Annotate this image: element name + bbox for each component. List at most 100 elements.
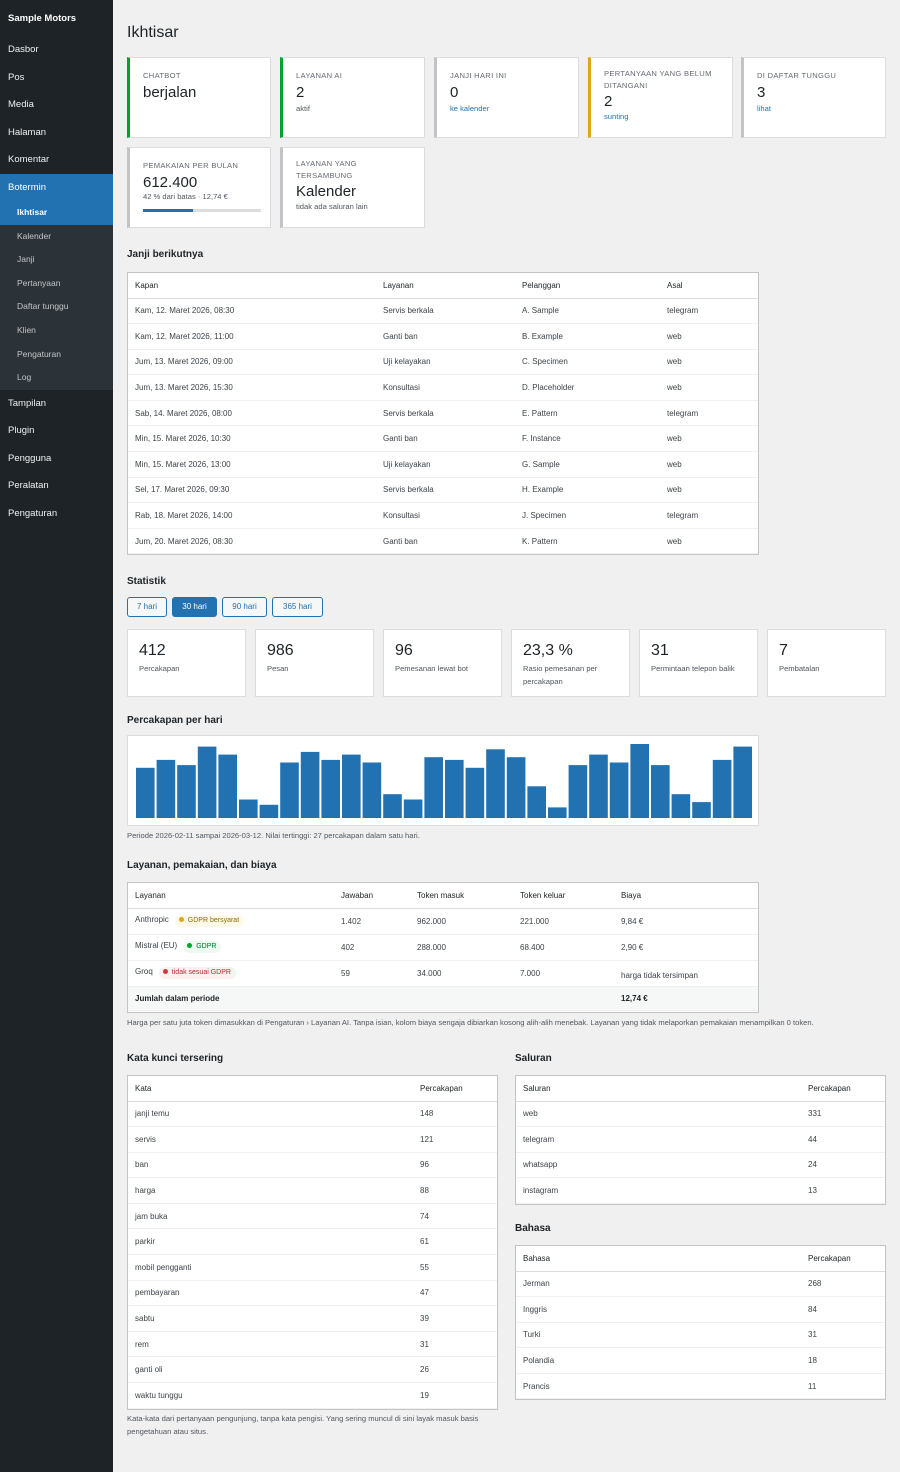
menu-item-settings[interactable]: Pengaturan bbox=[8, 507, 58, 519]
column-header: Layanan bbox=[128, 883, 334, 909]
table-row[interactable]: Sab, 14. Maret 2026, 08:00 Servis berkala… bbox=[128, 400, 758, 427]
submenu-log[interactable]: Log bbox=[17, 372, 32, 383]
menu-item-comments[interactable]: Komentar bbox=[8, 154, 50, 165]
table-row: Mistral (EU) GDPR 402 288.000 68.400 2,90 € bbox=[128, 934, 758, 961]
range-30-days-button[interactable]: 30 hari bbox=[172, 597, 217, 617]
stat-label: Permintaan telepon balik bbox=[651, 664, 735, 673]
chart-bar bbox=[156, 759, 176, 818]
table-row[interactable]: Jum, 20. Maret 2026, 08:30 Ganti ban K. Pa… bbox=[128, 528, 758, 555]
cell-origin: web bbox=[660, 323, 758, 350]
cell-when: Sel, 17. Maret 2026, 09:30 bbox=[128, 477, 376, 504]
cell-origin: web bbox=[660, 477, 758, 504]
table-row[interactable]: Min, 15. Maret 2026, 10:30 Ganti ban F. In… bbox=[128, 425, 758, 453]
chart-bar bbox=[177, 765, 196, 818]
table-row: sabtu 39 bbox=[128, 1305, 497, 1332]
submenu-waitlist[interactable]: Daftar tunggu bbox=[17, 301, 69, 312]
table-row: ban 96 bbox=[128, 1152, 497, 1179]
cell-count: 121 bbox=[413, 1126, 497, 1153]
card-ai-services: LAYANAN AI 2 aktif bbox=[280, 57, 425, 138]
cell-service: Groq tidak sesuai GDPR bbox=[128, 960, 334, 987]
menu-item-dashboard[interactable]: Dasbor bbox=[8, 44, 39, 55]
cell-service: Anthropic GDPR bersyarat bbox=[128, 908, 334, 935]
cell-tokens-in: 34.000 bbox=[410, 960, 513, 987]
edit-link[interactable]: sunting bbox=[604, 112, 629, 121]
table-row[interactable]: Min, 15. Maret 2026, 13:00 Uji kelayakan G… bbox=[128, 451, 758, 478]
stat-label: Pemesanan lewat bot bbox=[395, 664, 469, 673]
site-name[interactable]: Sample Motors bbox=[8, 13, 77, 24]
stat-label: Pesan bbox=[267, 664, 289, 673]
cell-origin: web bbox=[660, 425, 758, 453]
section-title-channels: Saluran bbox=[515, 1053, 552, 1064]
cell-service: Servis berkala bbox=[376, 477, 515, 504]
chart-bar bbox=[733, 746, 752, 818]
submenu-overview[interactable]: Ikhtisar bbox=[0, 201, 113, 225]
card-sub: tidak ada saluran lain bbox=[296, 202, 368, 211]
menu-item-media[interactable]: Media bbox=[8, 99, 34, 110]
card-label: JANJI HARI INI bbox=[450, 71, 507, 80]
submenu-clients[interactable]: Klien bbox=[17, 324, 36, 335]
chart-bar bbox=[548, 807, 567, 818]
cell-name: parkir bbox=[128, 1228, 413, 1256]
submenu-calendar[interactable]: Kalender bbox=[17, 230, 52, 241]
usage-progress-fill bbox=[143, 209, 193, 212]
cell-name: ban bbox=[128, 1152, 413, 1179]
chart-bar bbox=[321, 759, 340, 818]
range-90-days-button[interactable]: 90 hari bbox=[222, 597, 267, 617]
column-header: Pelanggan bbox=[515, 273, 660, 299]
menu-item-pages[interactable]: Halaman bbox=[8, 126, 47, 138]
cell-when: Sab, 14. Maret 2026, 08:00 bbox=[128, 400, 376, 427]
cell-count: 331 bbox=[801, 1101, 885, 1128]
cell-count: 11 bbox=[801, 1373, 885, 1400]
cell-count: 26 bbox=[413, 1356, 497, 1384]
cell-when: Kam, 12. Maret 2026, 08:30 bbox=[128, 298, 376, 325]
cell-count: 74 bbox=[413, 1203, 497, 1230]
status-dot-icon bbox=[162, 969, 168, 974]
chart-bar bbox=[712, 759, 732, 818]
submenu-appointments[interactable]: Janji bbox=[17, 254, 35, 265]
service-name: Anthropic bbox=[135, 915, 169, 924]
submenu-questions[interactable]: Pertanyaan bbox=[17, 277, 61, 288]
table-row[interactable]: Sel, 17. Maret 2026, 09:30 Servis berkala… bbox=[128, 477, 758, 504]
column-header: Token keluar bbox=[513, 883, 614, 909]
cell-name: Polandia bbox=[516, 1347, 801, 1374]
range-365-days-button[interactable]: 365 hari bbox=[272, 597, 323, 617]
stat-value: 23,3 % bbox=[523, 642, 573, 659]
menu-item-tools[interactable]: Peralatan bbox=[8, 480, 49, 492]
cell-tokens-out: 68.400 bbox=[513, 934, 614, 961]
stat-booking-rate: 23,3 % Rasio pemesanan per percakapan bbox=[511, 629, 630, 697]
column-header: Kapan bbox=[128, 273, 376, 299]
menu-item-users[interactable]: Pengguna bbox=[8, 452, 52, 464]
menu-item-botermin[interactable]: Botermin bbox=[0, 173, 113, 201]
cell-customer: E. Pattern bbox=[515, 400, 660, 427]
cell-when: Jum, 20. Maret 2026, 08:30 bbox=[128, 528, 376, 555]
cell-name: rem bbox=[128, 1331, 413, 1358]
menu-item-appearance[interactable]: Tampilan bbox=[8, 397, 47, 409]
chart-note: Periode 2026-02-11 sampai 2026-03-12. Ni… bbox=[127, 831, 420, 840]
bar-chart bbox=[136, 744, 752, 818]
submenu-settings[interactable]: Pengaturan bbox=[17, 348, 61, 359]
stat-label: Percakapan bbox=[139, 664, 180, 673]
column-header: Layanan bbox=[376, 273, 515, 299]
cell-count: 18 bbox=[801, 1347, 885, 1374]
table-row[interactable]: Jum, 13. Maret 2026, 09:00 Uji kelayakan C… bbox=[128, 349, 758, 376]
cell-origin: web bbox=[660, 451, 758, 478]
cell-service: Konsultasi bbox=[376, 502, 515, 529]
menu-item-posts[interactable]: Pos bbox=[8, 71, 25, 83]
cell-when: Rab, 18. Maret 2026, 14:00 bbox=[128, 502, 376, 529]
cell-name: sabtu bbox=[128, 1305, 413, 1332]
cell-name: web bbox=[516, 1101, 801, 1128]
view-link[interactable]: lihat bbox=[757, 104, 771, 113]
table-row[interactable]: Kam, 12. Maret 2026, 08:30 Servis berkala… bbox=[128, 298, 758, 325]
range-7-days-button[interactable]: 7 hari bbox=[127, 597, 167, 617]
table-row[interactable]: Jum, 13. Maret 2026, 15:30 Konsultasi D. P… bbox=[128, 374, 758, 401]
chart-bar bbox=[342, 754, 361, 818]
table-row: Polandia 18 bbox=[516, 1347, 885, 1374]
menu-item-plugins[interactable]: Plugin bbox=[8, 425, 35, 437]
table-row[interactable]: Rab, 18. Maret 2026, 14:00 Konsultasi J. S… bbox=[128, 502, 758, 529]
cell-customer: C. Specimen bbox=[515, 349, 660, 376]
table-row[interactable]: Kam, 12. Maret 2026, 11:00 Ganti ban B. Ex… bbox=[128, 323, 758, 350]
cell-name: mobil pengganti bbox=[128, 1254, 413, 1281]
calendar-link[interactable]: ke kalender bbox=[450, 104, 490, 113]
card-label: PERTANYAAN YANG BELUM DITANGANI bbox=[604, 69, 712, 90]
stat-value: 7 bbox=[779, 642, 788, 659]
